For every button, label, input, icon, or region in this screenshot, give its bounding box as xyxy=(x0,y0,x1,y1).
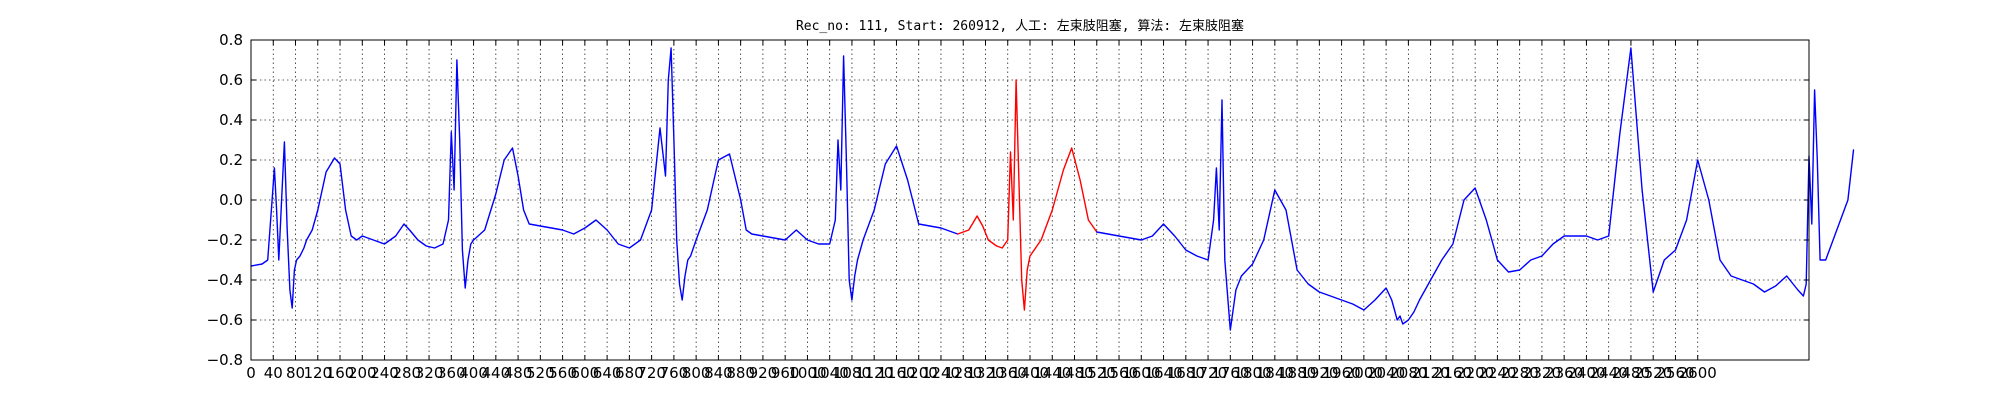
x-tick-label: 2040 xyxy=(1367,364,1405,382)
x-tick-label: 680 xyxy=(615,364,644,382)
x-axis-ticks: 0 40 8012016020024028032036040044048052056… xyxy=(246,40,1717,382)
x-tick-label: 2160 xyxy=(1434,364,1472,382)
ecg-traces xyxy=(250,47,1855,331)
x-tick-label: 760 xyxy=(660,364,689,382)
x-tick-label: 2120 xyxy=(1412,364,1450,382)
x-tick-label: 1080 xyxy=(833,364,871,382)
x-tick-label: 1040 xyxy=(811,364,849,382)
x-tick-label: 2560 xyxy=(1656,364,1694,382)
x-tick-label: 960 xyxy=(771,364,800,382)
x-tick-label: 2280 xyxy=(1501,364,1539,382)
x-tick-label: 400 xyxy=(459,364,488,382)
x-tick-label: 1760 xyxy=(1211,364,1249,382)
x-tick-label: 120 xyxy=(303,364,332,382)
x-tick-label: 240 xyxy=(370,364,399,382)
x-tick-label: 2320 xyxy=(1523,364,1561,382)
x-tick-label: 800 xyxy=(682,364,711,382)
y-tick-label: −0.6 xyxy=(207,311,243,329)
x-tick-label: 280 xyxy=(392,364,421,382)
x-tick-label: 640 xyxy=(593,364,622,382)
x-tick-label: 2240 xyxy=(1478,364,1516,382)
x-tick-label: 2400 xyxy=(1567,364,1605,382)
ecg-trace-segment-2 xyxy=(957,79,1098,311)
y-tick-label: 0.8 xyxy=(219,31,243,49)
x-tick-label: 1240 xyxy=(922,364,960,382)
x-tick-label: 1200 xyxy=(900,364,938,382)
x-tick-label: 80 xyxy=(286,364,305,382)
x-tick-label: 1880 xyxy=(1278,364,1316,382)
x-tick-label: 1600 xyxy=(1122,364,1160,382)
x-tick-label: 1720 xyxy=(1189,364,1227,382)
y-tick-label: 0.6 xyxy=(219,71,243,89)
x-tick-label: 2000 xyxy=(1345,364,1383,382)
ecg-trace-segment-1 xyxy=(250,47,959,309)
x-tick-label: 1440 xyxy=(1033,364,1071,382)
x-tick-label: 600 xyxy=(571,364,600,382)
x-tick-label: 1120 xyxy=(855,364,893,382)
x-tick-label: 2080 xyxy=(1389,364,1427,382)
x-tick-label: 1920 xyxy=(1300,364,1338,382)
x-tick-label: 2200 xyxy=(1456,364,1494,382)
x-tick-label: 920 xyxy=(749,364,778,382)
x-tick-label: 2520 xyxy=(1634,364,1672,382)
x-tick-label: 840 xyxy=(704,364,733,382)
x-tick-label: 360 xyxy=(437,364,466,382)
x-tick-label: 2440 xyxy=(1590,364,1628,382)
x-tick-label: 160 xyxy=(326,364,355,382)
y-tick-label: −0.2 xyxy=(207,231,243,249)
x-tick-label: 1560 xyxy=(1100,364,1138,382)
x-tick-label: 320 xyxy=(415,364,444,382)
x-tick-label: 1320 xyxy=(966,364,1004,382)
x-tick-label: 200 xyxy=(348,364,377,382)
x-tick-label: 1800 xyxy=(1233,364,1271,382)
x-tick-label: 440 xyxy=(482,364,511,382)
x-tick-label: 2600 xyxy=(1679,364,1717,382)
x-tick-label: 0 xyxy=(246,364,256,382)
x-tick-label: 2480 xyxy=(1612,364,1650,382)
x-tick-label: 1360 xyxy=(989,364,1027,382)
x-tick-label: 1840 xyxy=(1256,364,1294,382)
x-tick-label: 480 xyxy=(504,364,533,382)
y-tick-label: 0.4 xyxy=(219,111,243,129)
y-tick-label: −0.4 xyxy=(207,271,243,289)
y-tick-label: 0.0 xyxy=(219,191,243,209)
x-tick-label: 880 xyxy=(726,364,755,382)
x-tick-label: 560 xyxy=(548,364,577,382)
x-tick-label: 40 xyxy=(264,364,283,382)
x-tick-label: 1520 xyxy=(1078,364,1116,382)
grid-lines xyxy=(251,40,1809,360)
x-tick-label: 1640 xyxy=(1144,364,1182,382)
y-axis-ticks: 0.8 0.6 0.4 0.2 0.0 −0.2 −0.4 −0.6 −0.8 xyxy=(207,31,1809,369)
y-tick-label: 0.2 xyxy=(219,151,243,169)
x-tick-label: 1160 xyxy=(877,364,915,382)
x-tick-label: 1280 xyxy=(944,364,982,382)
ecg-trace-segment-3 xyxy=(1096,47,1855,331)
x-tick-label: 1680 xyxy=(1167,364,1205,382)
x-tick-label: 1480 xyxy=(1055,364,1093,382)
x-tick-label: 1000 xyxy=(788,364,826,382)
x-tick-label: 720 xyxy=(637,364,666,382)
chart-title: Rec_no: 111, Start: 260912, 人工: 左束肢阻塞, 算… xyxy=(796,18,1244,34)
x-tick-label: 1400 xyxy=(1011,364,1049,382)
y-tick-label: −0.8 xyxy=(207,351,243,369)
x-tick-label: 2360 xyxy=(1545,364,1583,382)
x-tick-label: 1960 xyxy=(1323,364,1361,382)
x-tick-label: 520 xyxy=(526,364,555,382)
